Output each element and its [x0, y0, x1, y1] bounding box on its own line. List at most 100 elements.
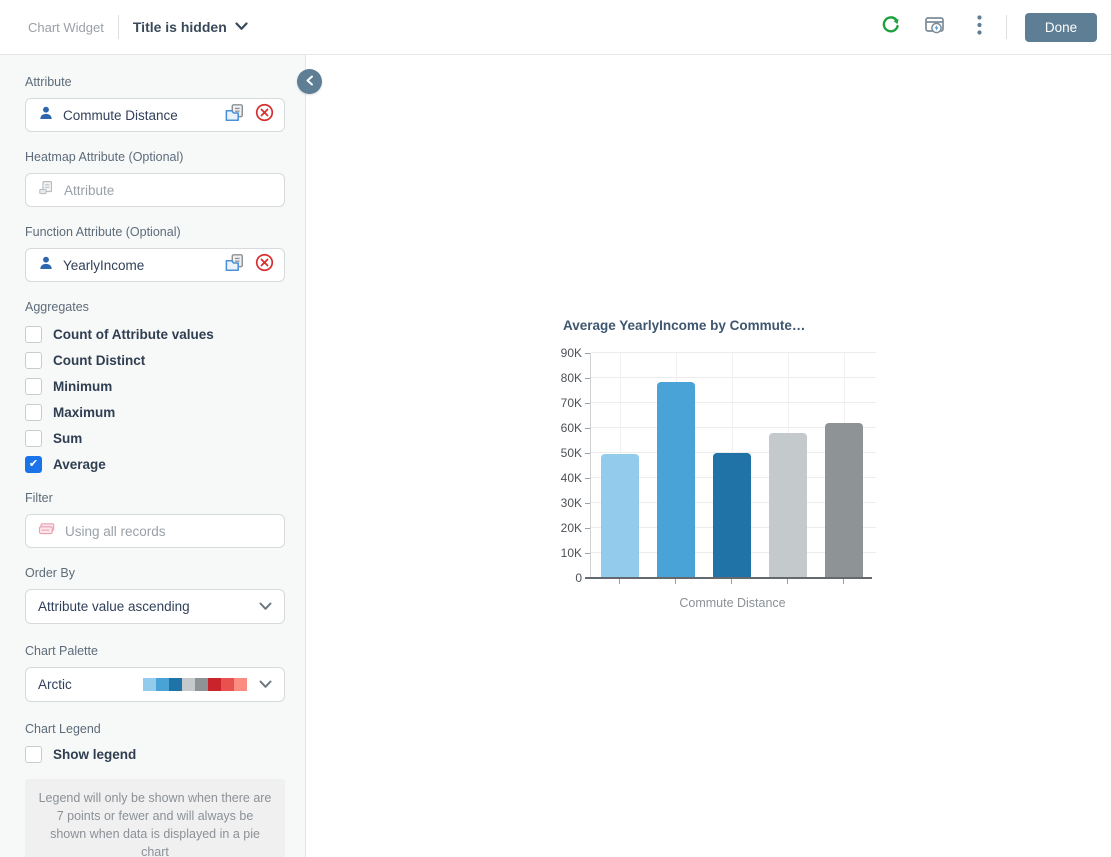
config-panel: Attribute Commute Distance: [0, 55, 306, 857]
filter-field[interactable]: Using all records: [25, 514, 285, 548]
palette-swatch: [195, 678, 208, 691]
chart-title: Average YearlyIncome by Commute…: [563, 318, 806, 333]
divider: [1006, 15, 1007, 39]
aggregate-sum[interactable]: Sum: [25, 429, 284, 447]
checkbox[interactable]: [25, 403, 42, 421]
filter-placeholder: Using all records: [65, 523, 166, 539]
more-options-button[interactable]: [962, 10, 996, 44]
person-icon: [38, 255, 54, 276]
chart-plot-area: 0 10K 20K 30K 40K 50K 60K 70K 80K 90K: [561, 346, 876, 585]
y-tick-mark: [585, 528, 590, 529]
bar[interactable]: [657, 382, 695, 578]
x-axis-label: Commute Distance: [679, 596, 786, 610]
done-button[interactable]: Done: [1025, 12, 1097, 42]
checkbox-label: Show legend: [53, 746, 137, 762]
checkbox-label: Count Distinct: [53, 352, 146, 368]
divider: [117, 15, 119, 39]
checkbox[interactable]: [25, 429, 42, 447]
aggregates-section-label: Aggregates: [25, 300, 89, 314]
checkbox[interactable]: [25, 351, 42, 369]
bar[interactable]: [825, 423, 863, 578]
title-visibility-menu[interactable]: Title is hidden: [133, 18, 248, 36]
y-tick-label: 90K: [560, 346, 582, 360]
palette-swatch: [221, 678, 234, 691]
checkbox[interactable]: [25, 325, 42, 343]
refresh-button[interactable]: [874, 10, 908, 44]
x-axis-line: [585, 577, 872, 579]
chart-plot: [590, 352, 876, 578]
gridline: [591, 427, 876, 428]
top-bar-left: Chart Widget Title is hidden: [28, 15, 248, 39]
kebab-menu-icon: [976, 14, 982, 40]
y-tick-mark: [585, 453, 590, 454]
heatmap-attribute-section-label: Heatmap Attribute (Optional): [25, 150, 184, 164]
attribute-section-label: Attribute: [25, 75, 72, 89]
order-by-section-label: Order By: [25, 566, 76, 580]
app-label: Chart Widget: [28, 19, 104, 35]
y-tick-label: 70K: [560, 396, 582, 410]
chevron-down-icon: [259, 598, 272, 616]
remove-attribute-icon[interactable]: [255, 103, 274, 127]
chart-palette-value: Arctic: [38, 677, 72, 692]
data-refresh-settings-button[interactable]: [918, 10, 952, 44]
refresh-icon: [880, 14, 902, 41]
top-bar-right: Done: [874, 10, 1097, 44]
title-visibility-label: Title is hidden: [132, 19, 227, 35]
y-tick-mark: [585, 378, 590, 379]
x-tick-mark: [843, 579, 844, 584]
gridline: [591, 352, 876, 353]
y-tick-label: 20K: [560, 521, 582, 535]
checkbox[interactable]: [25, 455, 42, 473]
function-attribute-field[interactable]: YearlyIncome: [25, 248, 285, 282]
chart-palette-select[interactable]: Arctic: [25, 667, 285, 702]
checkbox[interactable]: [25, 745, 42, 763]
checkbox[interactable]: [25, 377, 42, 395]
heatmap-attribute-field[interactable]: Attribute: [25, 173, 285, 207]
legend-info-note: Legend will only be shown when there are…: [25, 779, 285, 857]
heatmap-attribute-placeholder: Attribute: [64, 182, 115, 198]
x-tick-mark: [787, 579, 788, 584]
chart-legend-section-label: Chart Legend: [25, 722, 101, 736]
palette-swatch: [156, 678, 169, 691]
checkbox-label: Count of Attribute values: [53, 326, 214, 342]
aggregate-maximum[interactable]: Maximum: [25, 403, 284, 421]
chevron-down-icon: [235, 18, 248, 36]
attribute-field[interactable]: Commute Distance: [25, 98, 285, 132]
chevron-down-icon: [259, 676, 272, 694]
aggregate-minimum[interactable]: Minimum: [25, 377, 284, 395]
palette-swatch: [234, 678, 247, 691]
window-lightning-icon: [923, 13, 947, 42]
gridline: [591, 402, 876, 403]
attribute-document-icon: [38, 180, 55, 201]
chevron-left-icon: [305, 73, 314, 91]
bar[interactable]: [769, 433, 807, 578]
order-by-select[interactable]: Attribute value ascending: [25, 589, 285, 624]
y-tick-label: 30K: [560, 496, 582, 510]
y-tick-mark: [585, 478, 590, 479]
show-legend-toggle[interactable]: Show legend: [25, 745, 284, 763]
bar[interactable]: [713, 453, 751, 578]
top-bar: Chart Widget Title is hidden: [0, 0, 1111, 55]
y-tick-mark: [585, 553, 590, 554]
copy-attribute-icon[interactable]: [224, 253, 246, 278]
gridline: [591, 452, 876, 453]
function-attribute-section-label: Function Attribute (Optional): [25, 225, 181, 239]
bar[interactable]: [601, 454, 639, 578]
copy-attribute-icon[interactable]: [224, 103, 246, 128]
filter-section-label: Filter: [25, 491, 53, 505]
collapse-panel-button[interactable]: [297, 69, 322, 94]
palette-swatch: [143, 678, 156, 691]
aggregate-count-distinct[interactable]: Count Distinct: [25, 351, 284, 369]
x-tick-mark: [731, 579, 732, 584]
aggregate-count-of-attribute-values[interactable]: Count of Attribute values: [25, 325, 284, 343]
y-tick-label: 10K: [560, 546, 582, 560]
y-tick-label: 0: [575, 571, 582, 585]
function-attribute-value: YearlyIncome: [63, 257, 145, 273]
palette-swatches: [143, 678, 247, 691]
y-tick-label: 80K: [560, 371, 582, 385]
aggregate-average[interactable]: Average: [25, 455, 284, 473]
y-tick-mark: [585, 503, 590, 504]
remove-attribute-icon[interactable]: [255, 253, 274, 277]
filter-layers-icon: [38, 522, 56, 541]
y-tick-label: 50K: [560, 446, 582, 460]
